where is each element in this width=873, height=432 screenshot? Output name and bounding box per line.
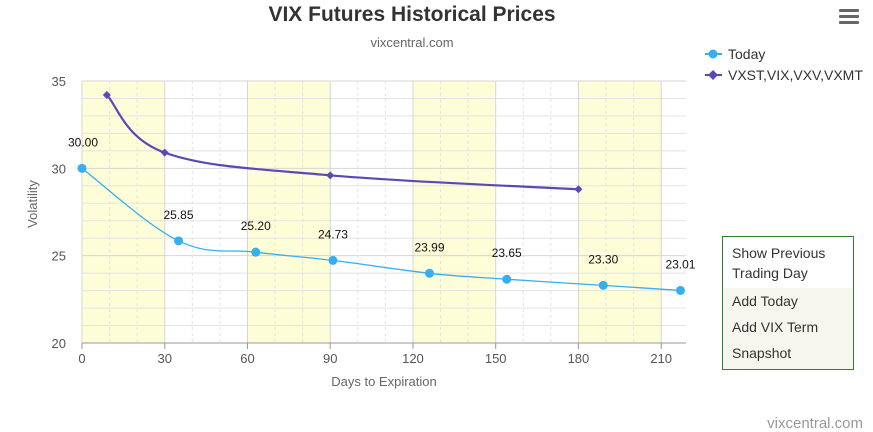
- menu-bar: [839, 21, 859, 24]
- y-axis-title: Volatility: [25, 180, 40, 228]
- legend-item-today[interactable]: Today: [705, 46, 765, 62]
- x-tick-label: 60: [240, 351, 254, 366]
- point-0-7: [675, 285, 685, 295]
- band-1: [247, 81, 331, 343]
- point-0-0: [77, 163, 87, 173]
- point-0-4: [425, 268, 435, 278]
- data-label-0: 30.00: [68, 135, 98, 149]
- point-1-1: [160, 148, 169, 157]
- point-0-5: [502, 274, 512, 284]
- band-0: [82, 81, 165, 343]
- x-tick-label: 150: [485, 351, 507, 366]
- legend: Today VXST,VIX,VXV,VXMT: [705, 46, 863, 83]
- band-2: [412, 81, 496, 343]
- menu-bar: [839, 9, 859, 12]
- data-label-5: 23.65: [492, 246, 522, 260]
- point-1-0: [102, 90, 111, 99]
- menu-item-label: Snapshot: [732, 345, 792, 361]
- point-1-3: [574, 185, 583, 194]
- credit-link[interactable]: vixcentral.com: [767, 415, 863, 432]
- x-tick-label: 180: [568, 351, 590, 366]
- x-tick-label: 90: [323, 351, 337, 366]
- chart-title: VIX Futures Historical Prices: [268, 3, 555, 26]
- legend-vxst-label: VXST,VIX,VXV,VXMT: [728, 67, 863, 83]
- point-0-2: [251, 247, 261, 257]
- menu-item-add-vix-term[interactable]: Add VIX Term: [723, 314, 853, 340]
- legend-today-label: Today: [728, 46, 765, 62]
- context-menu: Show Previous Trading Day Add Today Add …: [722, 236, 854, 370]
- menu-item-label: Show Previous: [732, 245, 826, 261]
- data-labels: 30.00 25.85 25.20 24.73 23.99 23.65 23.30 23.01: [68, 135, 696, 271]
- y-tick-label: 30: [52, 161, 66, 176]
- menu-item-label: Trading Day: [732, 265, 808, 281]
- menu-bar: [839, 15, 859, 18]
- x-tick-label: 0: [78, 351, 85, 366]
- x-tick-label: 120: [402, 351, 424, 366]
- data-label-6: 23.30: [588, 252, 618, 266]
- series: [77, 90, 685, 295]
- expiration-bands: [82, 81, 662, 343]
- point-0-3: [328, 255, 338, 265]
- menu-item-label: Add Today: [732, 293, 798, 309]
- data-label-2: 25.20: [241, 219, 271, 233]
- menu-item-show-previous-trading-day[interactable]: Show Previous Trading Day: [723, 237, 853, 288]
- legend-item-vxst[interactable]: VXST,VIX,VXV,VXMT: [705, 67, 863, 83]
- menu-item-label: Add VIX Term: [732, 319, 819, 335]
- point-0-6: [598, 280, 608, 290]
- legend-vxst-marker: [708, 70, 718, 80]
- x-axis-title: Days to Expiration: [331, 374, 437, 389]
- x-tick-labels: 0 30 60 90 120 150 180 210: [78, 343, 672, 366]
- series-line-1: [106, 94, 579, 191]
- x-tick-label: 30: [158, 351, 172, 366]
- data-label-7: 23.01: [665, 257, 695, 271]
- data-label-1: 25.85: [164, 208, 194, 222]
- point-1-2: [326, 171, 335, 180]
- menu-item-snapshot[interactable]: Snapshot: [723, 340, 853, 366]
- hamburger-menu-icon[interactable]: [837, 5, 861, 27]
- data-label-4: 23.99: [414, 240, 444, 254]
- legend-today-marker: [708, 49, 718, 59]
- y-tick-label: 25: [52, 249, 66, 264]
- y-tick-label: 20: [52, 336, 66, 351]
- y-tick-label: 35: [52, 74, 66, 89]
- x-tick-label: 210: [650, 351, 672, 366]
- data-label-3: 24.73: [318, 227, 348, 241]
- menu-item-add-today[interactable]: Add Today: [723, 288, 853, 314]
- band-3: [578, 81, 662, 343]
- point-0-1: [174, 236, 184, 246]
- y-tick-labels: 20 25 30 35: [52, 74, 66, 351]
- chart-subtitle: vixcentral.com: [370, 35, 453, 50]
